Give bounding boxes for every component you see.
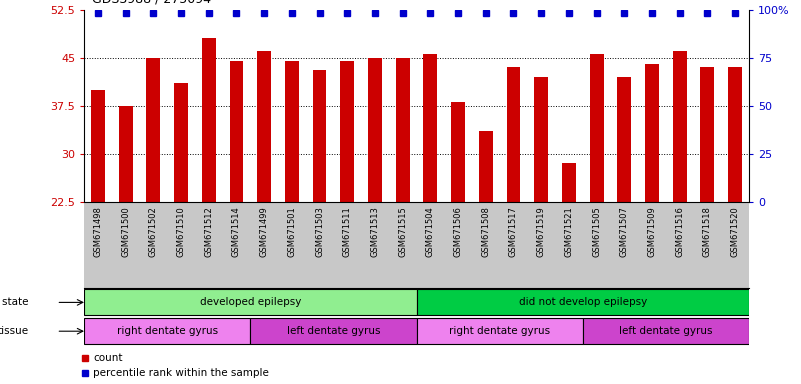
Text: GSM671514: GSM671514 xyxy=(232,206,241,257)
Bar xyxy=(250,318,417,344)
Text: right dentate gyrus: right dentate gyrus xyxy=(449,326,550,336)
Text: GSM671521: GSM671521 xyxy=(565,206,574,257)
Text: right dentate gyrus: right dentate gyrus xyxy=(117,326,218,336)
Text: tissue: tissue xyxy=(0,326,29,336)
Text: left dentate gyrus: left dentate gyrus xyxy=(619,326,713,336)
Bar xyxy=(340,61,354,202)
Bar xyxy=(119,106,133,202)
Bar xyxy=(451,103,465,202)
Text: GSM671508: GSM671508 xyxy=(481,206,490,257)
Bar xyxy=(582,318,749,344)
Text: developed epilepsy: developed epilepsy xyxy=(199,297,301,308)
Bar xyxy=(728,67,742,202)
Bar xyxy=(84,318,250,344)
Text: GSM671499: GSM671499 xyxy=(260,206,268,257)
Text: GSM671502: GSM671502 xyxy=(149,206,158,257)
Text: percentile rank within the sample: percentile rank within the sample xyxy=(93,368,269,378)
Text: GSM671518: GSM671518 xyxy=(703,206,712,257)
Bar xyxy=(590,55,603,202)
Bar xyxy=(618,77,631,202)
Text: GSM671500: GSM671500 xyxy=(121,206,130,257)
Text: GSM671511: GSM671511 xyxy=(343,206,352,257)
Bar xyxy=(645,64,659,202)
Text: GSM671512: GSM671512 xyxy=(204,206,213,257)
Text: GDS3988 / 275094: GDS3988 / 275094 xyxy=(92,0,211,6)
Text: left dentate gyrus: left dentate gyrus xyxy=(287,326,380,336)
Bar xyxy=(147,58,160,202)
Bar xyxy=(506,67,521,202)
Text: GSM671498: GSM671498 xyxy=(94,206,103,257)
Text: GSM671519: GSM671519 xyxy=(537,206,545,257)
Text: GSM671517: GSM671517 xyxy=(509,206,518,257)
Bar xyxy=(673,51,686,202)
Bar xyxy=(562,163,576,202)
Text: disease state: disease state xyxy=(0,297,29,308)
Text: GSM671505: GSM671505 xyxy=(592,206,601,257)
Bar xyxy=(202,38,215,202)
Text: GSM671501: GSM671501 xyxy=(288,206,296,257)
Text: GSM671516: GSM671516 xyxy=(675,206,684,257)
Bar xyxy=(285,61,299,202)
Bar xyxy=(479,131,493,202)
Bar xyxy=(368,58,382,202)
Bar xyxy=(700,67,714,202)
Bar xyxy=(230,61,244,202)
Bar xyxy=(534,77,548,202)
Bar xyxy=(417,318,583,344)
Text: GSM671513: GSM671513 xyxy=(371,206,380,257)
Bar xyxy=(91,89,105,202)
Text: GSM671509: GSM671509 xyxy=(647,206,657,257)
Text: GSM671506: GSM671506 xyxy=(453,206,462,257)
Text: GSM671510: GSM671510 xyxy=(176,206,186,257)
Bar xyxy=(257,51,271,202)
Bar xyxy=(417,290,749,315)
Text: GSM671504: GSM671504 xyxy=(426,206,435,257)
Text: GSM671503: GSM671503 xyxy=(315,206,324,257)
Bar xyxy=(424,55,437,202)
Text: GSM671507: GSM671507 xyxy=(620,206,629,257)
Text: GSM671515: GSM671515 xyxy=(398,206,407,257)
Bar xyxy=(312,70,327,202)
Bar xyxy=(174,83,188,202)
Bar xyxy=(396,58,409,202)
Text: count: count xyxy=(93,353,123,363)
Bar xyxy=(84,290,417,315)
Text: did not develop epilepsy: did not develop epilepsy xyxy=(518,297,647,308)
Text: GSM671520: GSM671520 xyxy=(731,206,739,257)
